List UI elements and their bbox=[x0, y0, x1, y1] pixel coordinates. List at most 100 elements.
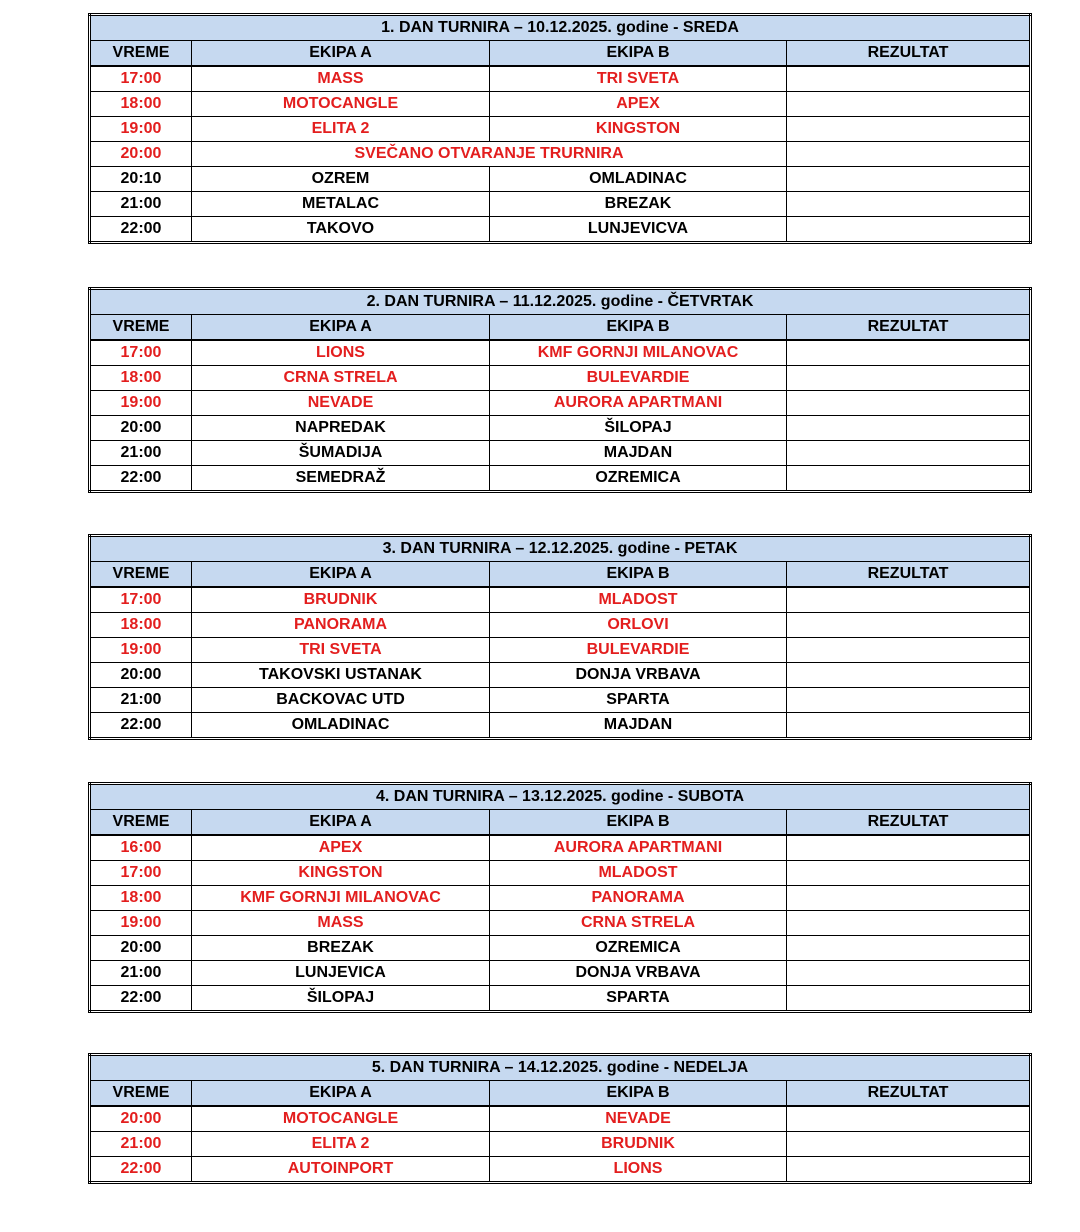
day-title: 5. DAN TURNIRA – 14.12.2025. godine - NE… bbox=[88, 1054, 1032, 1081]
match-time: 22:00 bbox=[89, 1156, 192, 1183]
match-result bbox=[785, 834, 1032, 861]
team-b: AURORA APARTMANI bbox=[489, 834, 787, 861]
match-time: 21:00 bbox=[89, 1131, 192, 1157]
team-b: MAJDAN bbox=[489, 440, 787, 466]
match-result bbox=[785, 65, 1032, 92]
match-time: 20:00 bbox=[89, 662, 192, 688]
event-row: 20:00 SVEČANO OTVARANJE TRURNIRA bbox=[89, 141, 1032, 167]
match-time: 20:00 bbox=[89, 1105, 192, 1132]
match-row: 20:00 NAPREDAK ŠILOPAJ bbox=[89, 415, 1031, 441]
team-b: BULEVARDIE bbox=[489, 637, 787, 663]
match-time: 22:00 bbox=[89, 712, 192, 739]
team-b: TRI SVETA bbox=[489, 65, 787, 92]
match-time: 21:00 bbox=[89, 440, 192, 466]
column-header-row: VREME EKIPA A EKIPA B REZULTAT bbox=[89, 1080, 1032, 1107]
team-a: NEVADE bbox=[191, 390, 490, 416]
team-b: DONJA VRBAVA bbox=[489, 960, 787, 986]
column-header-row: VREME EKIPA A EKIPA B REZULTAT bbox=[89, 809, 1032, 836]
match-result bbox=[786, 612, 1031, 638]
header-team-a: EKIPA A bbox=[191, 561, 490, 588]
match-result bbox=[785, 910, 1032, 936]
match-result bbox=[785, 91, 1032, 117]
match-result bbox=[786, 339, 1031, 366]
header-team-b: EKIPA B bbox=[489, 40, 787, 67]
header-result: REZULTAT bbox=[785, 1080, 1032, 1107]
team-b: OMLADINAC bbox=[489, 166, 787, 192]
match-row: 18:00 CRNA STRELA BULEVARDIE bbox=[89, 365, 1031, 391]
match-time: 17:00 bbox=[89, 586, 192, 613]
match-row: 19:00 MASS CRNA STRELA bbox=[89, 910, 1032, 936]
team-b: BULEVARDIE bbox=[489, 365, 787, 391]
match-time: 20:00 bbox=[89, 141, 192, 167]
match-row: 21:00 METALAC BREZAK bbox=[89, 191, 1032, 217]
match-time: 18:00 bbox=[89, 612, 192, 638]
team-a: LUNJEVICA bbox=[191, 960, 490, 986]
match-row: 16:00 APEX AURORA APARTMANI bbox=[89, 834, 1032, 861]
team-b: MLADOST bbox=[489, 586, 787, 613]
match-time: 18:00 bbox=[89, 91, 192, 117]
team-b: ŠILOPAJ bbox=[489, 415, 787, 441]
match-result bbox=[785, 1131, 1032, 1157]
team-a: ŠUMADIJA bbox=[191, 440, 490, 466]
match-result bbox=[785, 960, 1032, 986]
team-b: APEX bbox=[489, 91, 787, 117]
header-team-a: EKIPA A bbox=[191, 809, 490, 836]
match-row: 21:00 BACKOVAC UTD SPARTA bbox=[89, 687, 1031, 713]
match-row: 20:10 OZREM OMLADINAC bbox=[89, 166, 1032, 192]
match-result bbox=[786, 712, 1031, 739]
team-b: KMF GORNJI MILANOVAC bbox=[489, 339, 787, 366]
header-time: VREME bbox=[89, 809, 192, 836]
match-time: 18:00 bbox=[89, 365, 192, 391]
match-result bbox=[786, 637, 1031, 663]
team-b: ORLOVI bbox=[489, 612, 787, 638]
column-header-row: VREME EKIPA A EKIPA B REZULTAT bbox=[89, 40, 1032, 67]
header-time: VREME bbox=[89, 561, 192, 588]
match-row: 21:00 ŠUMADIJA MAJDAN bbox=[89, 440, 1031, 466]
header-result: REZULTAT bbox=[785, 40, 1032, 67]
match-row: 21:00 ELITA 2 BRUDNIK bbox=[89, 1131, 1032, 1157]
match-time: 19:00 bbox=[89, 910, 192, 936]
event-name: SVEČANO OTVARANJE TRURNIRA bbox=[191, 141, 787, 167]
match-result bbox=[786, 687, 1031, 713]
match-time: 21:00 bbox=[89, 191, 192, 217]
match-time: 20:00 bbox=[89, 415, 192, 441]
match-result bbox=[785, 1156, 1032, 1183]
team-b: MLADOST bbox=[489, 860, 787, 886]
header-team-a: EKIPA A bbox=[191, 314, 490, 341]
match-result bbox=[786, 586, 1031, 613]
match-row: 22:00 TAKOVO LUNJEVICVA bbox=[89, 216, 1032, 243]
day-title: 1. DAN TURNIRA – 10.12.2025. godine - SR… bbox=[88, 14, 1032, 41]
match-result bbox=[786, 440, 1031, 466]
header-team-b: EKIPA B bbox=[489, 809, 787, 836]
team-a: MASS bbox=[191, 910, 490, 936]
header-team-b: EKIPA B bbox=[489, 314, 787, 341]
match-row: 20:00 MOTOCANGLE NEVADE bbox=[89, 1105, 1032, 1132]
match-result bbox=[785, 985, 1032, 1012]
team-b: DONJA VRBAVA bbox=[489, 662, 787, 688]
match-result bbox=[786, 390, 1031, 416]
team-a: AUTOINPORT bbox=[191, 1156, 490, 1183]
match-result bbox=[786, 415, 1031, 441]
match-row: 22:00 AUTOINPORT LIONS bbox=[89, 1156, 1032, 1183]
match-row: 20:00 TAKOVSKI USTANAK DONJA VRBAVA bbox=[89, 662, 1031, 688]
match-row: 21:00 LUNJEVICA DONJA VRBAVA bbox=[89, 960, 1032, 986]
match-result bbox=[785, 885, 1032, 911]
match-row: 19:00 TRI SVETA BULEVARDIE bbox=[89, 637, 1031, 663]
team-a: ELITA 2 bbox=[191, 1131, 490, 1157]
match-time: 21:00 bbox=[89, 687, 192, 713]
team-a: CRNA STRELA bbox=[191, 365, 490, 391]
team-b: BREZAK bbox=[489, 191, 787, 217]
match-result bbox=[785, 935, 1032, 961]
day-schedule-table: 2. DAN TURNIRA – 11.12.2025. godine - ČE… bbox=[88, 287, 1032, 493]
match-result bbox=[786, 365, 1031, 391]
day-title: 3. DAN TURNIRA – 12.12.2025. godine - PE… bbox=[89, 535, 1031, 562]
team-b: OZREMICA bbox=[489, 935, 787, 961]
column-header-row: VREME EKIPA A EKIPA B REZULTAT bbox=[89, 561, 1031, 588]
team-a: TRI SVETA bbox=[191, 637, 490, 663]
team-a: TAKOVSKI USTANAK bbox=[191, 662, 490, 688]
header-team-a: EKIPA A bbox=[191, 1080, 490, 1107]
match-row: 19:00 ELITA 2 KINGSTON bbox=[89, 116, 1032, 142]
day-title-row: 4. DAN TURNIRA – 13.12.2025. godine - SU… bbox=[88, 783, 1032, 810]
header-result: REZULTAT bbox=[786, 314, 1031, 341]
team-a: MOTOCANGLE bbox=[191, 1105, 490, 1132]
